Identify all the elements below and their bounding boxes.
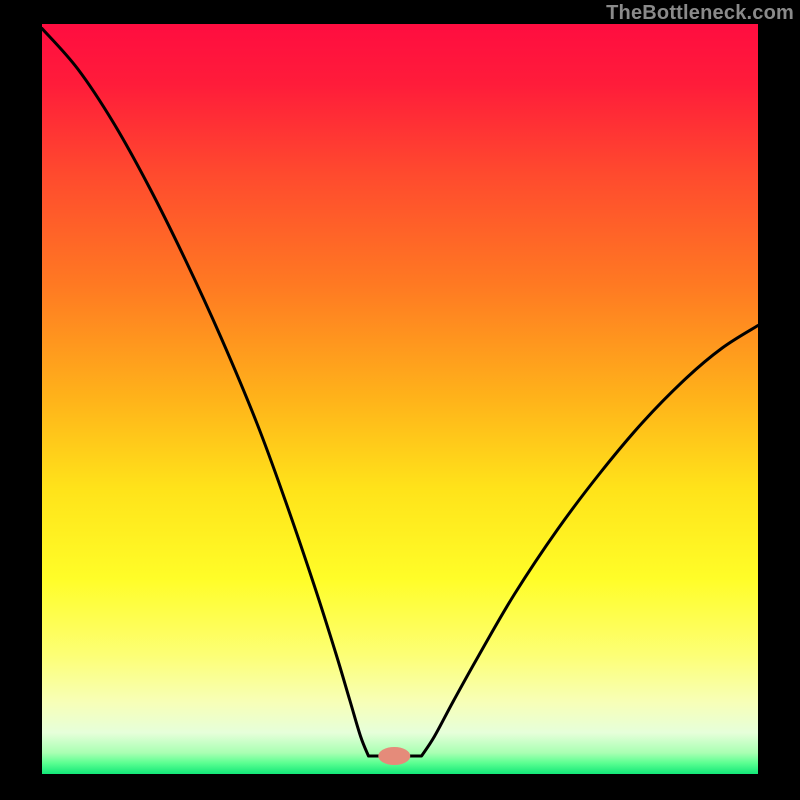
bottleneck-chart [0,0,800,800]
gradient-panel [42,24,758,774]
watermark-text: TheBottleneck.com [606,2,794,25]
chart-stage: TheBottleneck.com [0,0,800,800]
optimal-point-marker [378,747,410,765]
